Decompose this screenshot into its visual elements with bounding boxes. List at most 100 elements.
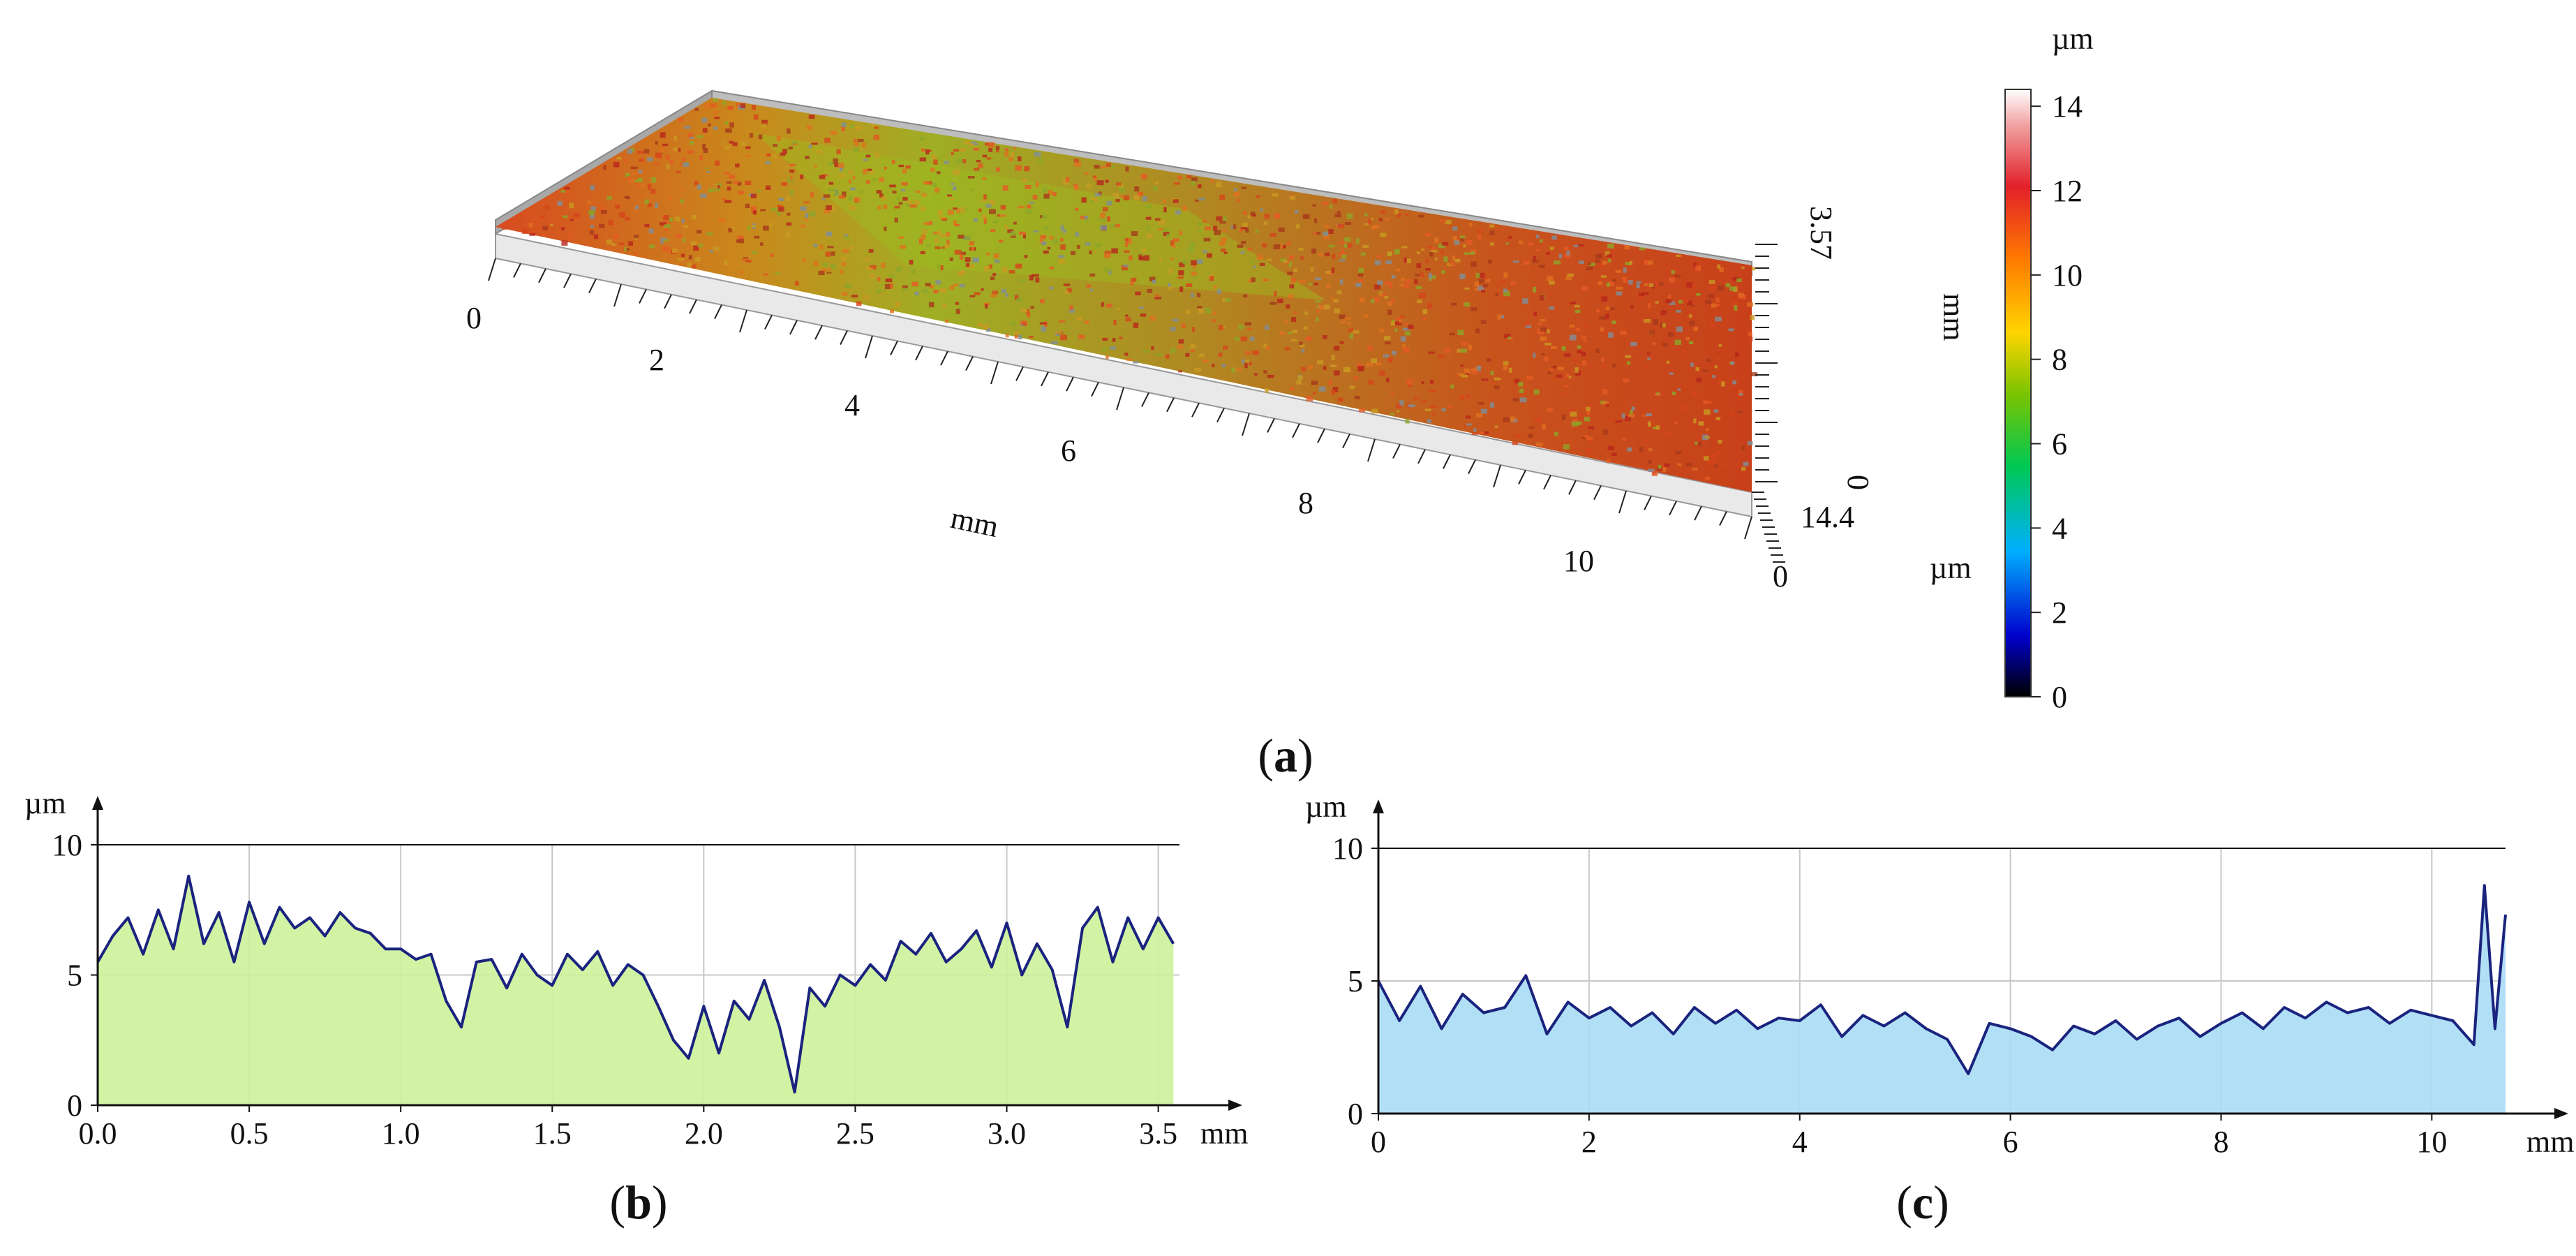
surface-speckle — [588, 210, 596, 214]
surface-speckle — [1270, 302, 1277, 305]
surface-speckle — [1170, 240, 1175, 246]
surface-speckle — [1223, 251, 1228, 254]
surface-speckle — [1503, 365, 1508, 370]
y-tick-label: 5 — [67, 959, 82, 993]
surface-speckle — [1074, 162, 1082, 167]
surface-speckle — [1216, 289, 1222, 295]
surface-speckle — [1630, 305, 1634, 309]
surface-speckle — [1662, 466, 1667, 472]
surface-speckle — [988, 142, 995, 148]
surface-speckle — [1296, 380, 1302, 385]
surface-speckle — [1014, 295, 1019, 299]
surface-speckle — [1078, 334, 1085, 339]
surface-speckle — [1263, 221, 1268, 226]
surface-speckle — [902, 285, 908, 288]
surface-speckle — [1146, 233, 1153, 238]
surface-speckle — [1477, 402, 1484, 405]
surface-speckle — [1330, 364, 1337, 367]
surface-speckle — [813, 261, 819, 266]
surface-speckle — [1357, 363, 1362, 369]
surface-speckle — [684, 126, 691, 129]
surface-speckle — [1638, 296, 1643, 300]
surface-speckle — [1185, 353, 1190, 357]
surface-speckle — [727, 106, 734, 110]
surface-speckle — [1583, 339, 1586, 342]
surface-speckle — [1337, 397, 1343, 402]
surface-speckle — [1408, 384, 1413, 387]
surface-speckle — [920, 251, 925, 255]
surface-speckle — [1497, 314, 1501, 320]
surface-speckle — [1134, 186, 1140, 192]
surface-speckle — [674, 216, 680, 221]
surface-speckle — [1424, 408, 1431, 412]
surface-speckle — [1647, 357, 1651, 360]
surface-speckle — [1328, 229, 1334, 234]
surface-speckle — [1655, 425, 1660, 430]
surface-x-tick — [1443, 454, 1451, 469]
surface-speckle — [1318, 252, 1323, 257]
surface-speckle — [1104, 251, 1111, 255]
surface-speckle — [776, 212, 781, 216]
surface-speckle — [1043, 250, 1049, 254]
surface-speckle — [1705, 428, 1710, 431]
surface-speckle — [1260, 208, 1264, 212]
surface-speckle — [894, 217, 898, 223]
surface-speckle — [1122, 265, 1129, 267]
surface-speckle — [560, 190, 566, 193]
surface-speckle — [627, 148, 633, 154]
surface-speckle — [939, 233, 947, 237]
surface-speckle — [1014, 330, 1020, 335]
surface-speckle — [1452, 255, 1456, 261]
surface-speckle — [944, 244, 951, 249]
surface-speckle — [999, 239, 1004, 243]
profile-area-fill — [98, 875, 1174, 1105]
surface-speckle — [848, 195, 853, 201]
surface-speckle — [590, 185, 595, 191]
surface-speckle — [977, 163, 983, 168]
surface-speckle — [1242, 223, 1249, 227]
surface-speckle — [837, 163, 844, 168]
surface-speckle — [729, 140, 734, 144]
surface-speckle — [1055, 331, 1063, 334]
surface-speckle — [608, 219, 613, 226]
surface-speckle — [941, 218, 948, 221]
surface-speckle — [1629, 260, 1632, 265]
surface-speckle — [889, 309, 894, 313]
surface-speckle — [1339, 341, 1344, 344]
surface-speckle — [1219, 241, 1226, 246]
surface-speckle — [1243, 294, 1248, 298]
surface-speckle — [1542, 424, 1546, 430]
surface-speckle — [1362, 244, 1369, 249]
surface-speckle — [1235, 368, 1242, 371]
surface-speckle — [724, 200, 732, 203]
colorbar-tick-label: 12 — [2052, 174, 2083, 208]
surface-speckle — [1223, 346, 1228, 350]
surface-speckle — [1206, 272, 1211, 275]
surface-speckle — [819, 175, 826, 179]
surface-speckle — [1489, 230, 1495, 235]
surface-speckle — [1298, 279, 1306, 283]
surface-speckle — [905, 165, 911, 169]
surface-speckle — [1695, 367, 1699, 371]
caption-c-letter: c — [1912, 1176, 1933, 1229]
surface-speckle — [738, 270, 744, 274]
surface-speckle — [1732, 380, 1736, 385]
surface-speckle — [737, 182, 742, 186]
surface-speckle — [821, 198, 825, 200]
surface-speckle — [1390, 413, 1395, 415]
x-tick-label: 1.5 — [533, 1116, 572, 1151]
surface-speckle — [1371, 226, 1376, 230]
surface-speckle — [1274, 213, 1281, 219]
surface-x-tick — [1593, 485, 1602, 501]
surface-speckle — [1240, 227, 1247, 230]
surface-speckle — [769, 222, 773, 226]
surface-speckle — [1179, 286, 1184, 292]
surface-speckle — [1402, 327, 1410, 331]
surface-speckle — [1384, 281, 1392, 285]
surface-speckle — [1186, 175, 1192, 179]
surface-speckle — [689, 141, 694, 145]
surface-speckle — [1623, 378, 1630, 383]
surface-speckle — [1140, 313, 1147, 317]
